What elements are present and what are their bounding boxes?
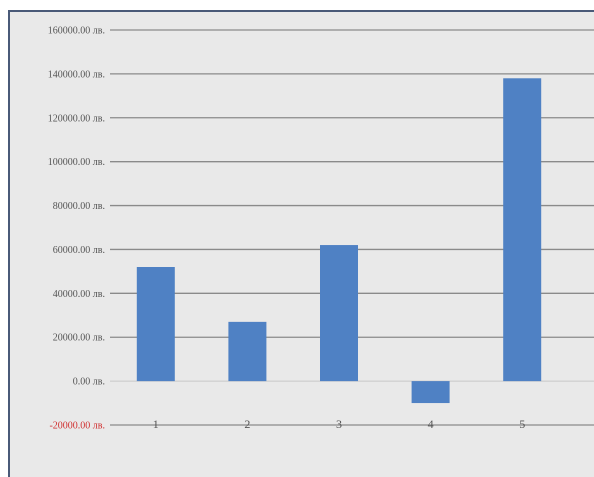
bar-4 <box>411 381 450 404</box>
y-tick-label: 0.00 лв. <box>73 377 105 388</box>
x-category-label: 2 <box>244 417 250 431</box>
y-tick-label: 160000.00 лв. <box>48 26 105 37</box>
x-category-label: 1 <box>153 417 159 431</box>
bar-3 <box>320 245 358 382</box>
x-category-label: 5 <box>519 417 525 431</box>
y-tick-label: -20000.00 лв. <box>49 421 105 432</box>
y-tick-label: 140000.00 лв. <box>48 69 105 80</box>
chart-area <box>8 10 594 477</box>
bars <box>136 78 542 404</box>
y-tick-label: 60000.00 лв. <box>53 245 105 256</box>
x-category-label: 3 <box>336 417 342 431</box>
y-tick-label: 20000.00 лв. <box>53 333 105 344</box>
y-axis-tick-labels: -20000.00 лв. 0.00 лв. 20000.00 лв. 40000.0… <box>48 26 105 432</box>
bar-2 <box>228 321 267 382</box>
y-tick-label: 80000.00 лв. <box>53 201 105 212</box>
x-category-label: 4 <box>428 417 434 431</box>
bar-5 <box>503 78 542 382</box>
y-tick-label: 40000.00 лв. <box>53 289 105 300</box>
x-axis-category-labels: 1 2 3 4 5 <box>153 417 525 431</box>
y-tick-label: 120000.00 лв. <box>48 113 105 124</box>
bar-1 <box>136 267 175 382</box>
y-tick-label: 100000.00 лв. <box>48 157 105 168</box>
